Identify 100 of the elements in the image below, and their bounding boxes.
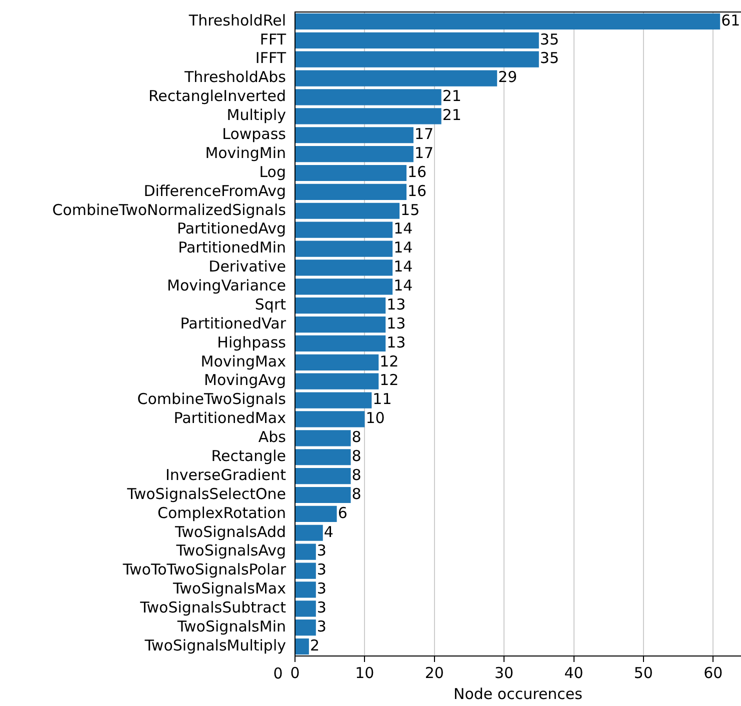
data-label: 16 [408,182,427,200]
data-label: 8 [352,447,362,466]
x-tick-label: 10 [355,664,374,682]
bar [296,411,365,428]
bar [296,620,316,636]
bar [296,486,351,504]
bar [296,240,393,257]
data-label: 15 [400,200,420,219]
y-tick-label: PartitionedMin [178,238,286,257]
y-tick-label: Derivative [208,258,286,276]
y-tick-label: MovingMax [200,352,286,370]
bar [296,638,309,655]
bar [296,222,393,238]
bar [296,108,442,124]
data-label: 17 [414,144,434,162]
bar [296,392,372,408]
y-tick-label: MovingMin [205,144,286,162]
bar [296,316,386,333]
data-label: 14 [394,276,413,295]
bar [296,373,379,390]
data-label: 2 [310,636,320,654]
data-label: 3 [316,617,326,636]
y-tick-label: TwoSignalsSubtract [139,598,286,617]
bar [296,544,316,560]
y-tick-label: TwoSignalsAdd [174,522,286,541]
y-tick-label: TwoToTwoSignalsPolar [122,560,287,579]
data-label: 4 [324,522,334,541]
data-label: 6 [338,504,348,522]
bar [296,298,386,314]
bar [296,164,406,182]
bar [296,468,351,484]
y-tick-label: Rectangle [211,447,286,466]
data-label: 16 [408,162,427,181]
y-tick-label: ComplexRotation [157,504,286,522]
bar [296,89,442,106]
bar [296,430,351,446]
data-label: 14 [394,220,413,238]
bar [296,146,414,162]
data-label: 14 [394,258,413,276]
y-tick-label: Multiply [226,106,286,124]
x-tick-label: 40 [564,664,584,682]
y-tick-label: ThresholdRel [188,11,286,30]
data-label: 13 [386,314,406,332]
y-tick-label: Lowpass [222,125,286,144]
y-tick-label: TwoSignalsMin [176,617,286,636]
data-label: 3 [316,580,326,598]
bar [296,278,393,295]
y-tick-label: InverseGradient [165,466,286,484]
bar [296,184,406,200]
bar [296,335,386,352]
y-tick-label: PartitionedAvg [176,220,286,238]
bar [296,600,316,617]
y-tick-label: TwoSignalsAvg [175,542,286,560]
data-label: 61 [721,11,740,30]
data-label: 8 [352,428,362,446]
bar [296,13,720,30]
y-tick-label: DifferenceFromAvg [144,182,286,200]
data-label: 8 [352,466,362,484]
data-label: 11 [372,390,392,408]
bar [296,524,323,541]
data-label: 13 [386,295,406,314]
y-tick-label: TwoSignalsMax [172,580,286,598]
y-tick-label: Sqrt [254,295,286,314]
x-tick-label: 50 [634,664,653,682]
y-tick-label: CombineTwoSignals [137,390,286,408]
y-tick-label: RectangleInverted [148,87,286,106]
data-label: 3 [316,542,326,560]
bar [296,354,379,370]
x-tick-label: 0 [290,664,300,682]
y-tick-label: Log [259,162,286,181]
x-tick-label: 20 [424,664,444,682]
data-label: 21 [442,87,462,106]
bar [296,506,337,522]
data-label: 3 [316,560,326,579]
y-tick-label: MovingVariance [167,276,286,295]
data-label: 12 [380,352,399,370]
data-label: 14 [394,238,413,257]
y-tick-label: CombineTwoNormalizedSignals [52,200,286,219]
data-label: 13 [386,333,406,352]
data-label: 10 [366,409,385,428]
x-tick-label: 60 [704,664,723,682]
data-label: 17 [414,125,434,144]
y-tick-label: FFT [260,30,287,48]
bar [296,70,498,86]
x-axis-title: Node occurences [454,684,583,703]
data-label: 12 [380,371,399,390]
x-tick-label: 30 [494,664,514,682]
y-tick-label: PartitionedVar [180,314,287,332]
data-label: 35 [540,30,559,48]
bar [296,260,393,276]
bar [296,127,414,144]
y-tick-label: Abs [258,428,286,446]
data-label: 8 [352,484,362,503]
data-label: 29 [498,68,518,86]
bar [296,32,539,48]
bar [296,202,400,219]
y-tick-label: IFFT [255,49,287,68]
bar [296,449,351,466]
bar [296,562,316,579]
bar [296,51,539,68]
